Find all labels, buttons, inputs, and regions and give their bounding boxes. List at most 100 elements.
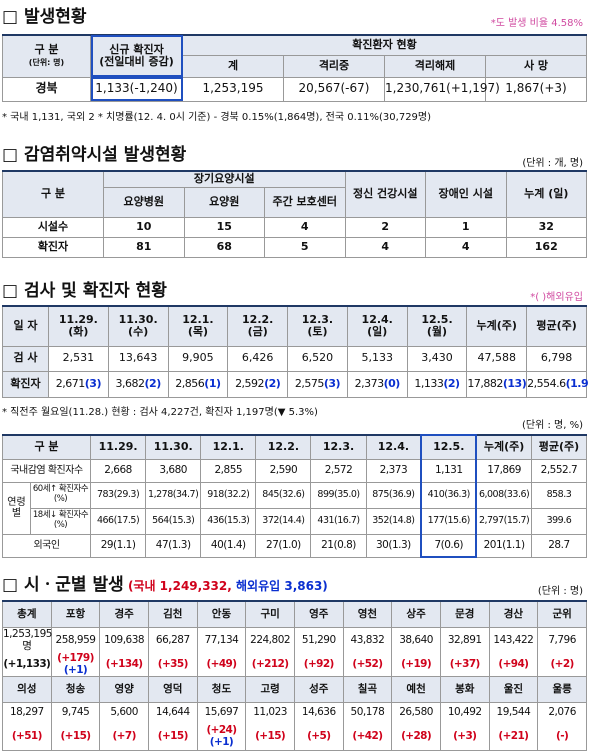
text: (+19) bbox=[401, 657, 432, 670]
text: *도 발생 비율 4.58% bbox=[490, 18, 583, 29]
table-cell: 1,253,195 bbox=[182, 76, 284, 102]
table-row: 확진자 81 68 5 4 4 162 bbox=[2, 236, 587, 258]
table-cell: 15 bbox=[183, 216, 265, 238]
header-cell: 영주 bbox=[293, 600, 344, 628]
incidence-block: 구 분 (단위: 명) 신규 확진자 (전일대비 증감) 확진환자 현황 계 격리중 격… bbox=[2, 34, 587, 123]
text: (+51) bbox=[11, 729, 43, 742]
table-cell: 18세↓ 확진자수(%) bbox=[29, 507, 92, 535]
table-row: 18,297 9,745 5,600 14,644 15,697 11,023 14,636… bbox=[2, 701, 587, 723]
text: (+24) bbox=[206, 723, 237, 736]
table-cell: 899(35.0) bbox=[310, 481, 367, 509]
table-cell: 3,682(2) bbox=[107, 370, 169, 398]
block: * 국내 1,131, 국외 2 * 치명률(12. 4. 0시 기준) - 경… bbox=[2, 111, 432, 123]
table-cell: 5,133 bbox=[346, 345, 408, 372]
block: □ 시ㆍ군별 발생 (국내 1,249,332, 해외유입 3,863) (단위… bbox=[2, 570, 587, 597]
table-row: 연령별 60세↑ 확진자수(%) 783(29.3) 1,278(34.7) 918(3… bbox=[2, 481, 588, 535]
text: (13) bbox=[502, 376, 527, 390]
text: 11.29. bbox=[58, 312, 98, 326]
text: (+2) bbox=[550, 657, 574, 670]
table-cell: 2,856(1) bbox=[167, 370, 229, 398]
table-row: 확진자 2,671(3) 3,682(2) 2,856(1) 2,592(2) 2,575… bbox=[2, 370, 589, 398]
header-cell: 청도 bbox=[196, 675, 247, 703]
table-cell: 410(36.3) bbox=[420, 481, 478, 509]
header-cell: 주간 보호센터 bbox=[264, 186, 346, 218]
table-cell: 918(32.2) bbox=[200, 481, 257, 509]
header-cell: 12.5. (월) bbox=[406, 305, 468, 347]
table-cell: 30(1.3) bbox=[365, 533, 422, 558]
table-body: 구 분 11.29. 11.30. 12.1. 12.2. 12.3. 12.4. 12.5.… bbox=[1, 434, 588, 558]
table-cell: 17,882(13) bbox=[466, 370, 528, 398]
text: (월) bbox=[426, 325, 448, 339]
header-cell: 누계(주) bbox=[466, 305, 528, 347]
section-header: □ 발생현황 *도 발생 비율 4.58% bbox=[2, 2, 587, 29]
table-body: 구 분 장기요양시설 정신 건강시설 장애인 시설 누계 (일) 요양병원 요양원 주간 … bbox=[2, 170, 587, 218]
table-cell: 40(1.4) bbox=[200, 533, 257, 558]
table-cell: 201(1.1) bbox=[475, 533, 532, 558]
text: (3) bbox=[323, 376, 341, 390]
table-cell: 국내감염 확진자수 bbox=[1, 458, 92, 483]
table-cell: 224,802 bbox=[245, 626, 295, 652]
text: (+7) bbox=[112, 729, 136, 742]
block: 총계 포항 경주 김천 안동 구미 영주 영천 상주 문경 경산 군위 1,253,195명 258,95… bbox=[2, 600, 587, 751]
table-cell: 77,134 bbox=[196, 626, 247, 652]
table-cell: 2,592(2) bbox=[227, 370, 289, 398]
header-cell: 12.3. bbox=[310, 434, 367, 460]
table-cell: 50,178 bbox=[342, 701, 393, 723]
table-row: 구 분 장기요양시설 정신 건강시설 장애인 시설 누계 (일) bbox=[2, 170, 587, 218]
table-cell: 2,855 bbox=[200, 458, 257, 483]
table-cell: 19,544 bbox=[488, 701, 539, 723]
header-cell: 평균(주) bbox=[530, 434, 588, 460]
text: (+52) bbox=[352, 657, 383, 670]
table-cell: (+21) bbox=[488, 722, 539, 751]
table-cell: 431(16.7) bbox=[310, 507, 367, 535]
text: (국내 1,249,332, 해외유입 3,863) bbox=[124, 579, 328, 593]
header-cell: 구미 bbox=[245, 600, 295, 628]
text: (3) bbox=[84, 376, 102, 390]
table-cell: 1,278(34.7) bbox=[145, 481, 202, 509]
header-cell: 사 망 bbox=[485, 54, 587, 78]
table-cell: 564(15.3) bbox=[145, 507, 202, 535]
text: (2) bbox=[443, 376, 460, 390]
table-cell: 372(14.4) bbox=[255, 507, 312, 535]
table-cell: 7,796 bbox=[537, 626, 587, 652]
table-cell: 26,580 bbox=[391, 701, 441, 723]
text: (+35) bbox=[157, 657, 189, 670]
table-row: 국내감염 확진자수 2,668 3,680 2,855 2,590 2,572 2,373 1… bbox=[1, 458, 588, 483]
table-cell: 28.7 bbox=[530, 533, 588, 558]
block: □ 검사 및 확진자 현황 *( )해외유입 bbox=[2, 276, 587, 303]
table-cell: 15,697 bbox=[196, 701, 247, 723]
table-row: (+51) (+15) (+7) (+15) (+24)(+1) (+15) (+5) (+4… bbox=[2, 722, 587, 751]
table-cell: (+2) bbox=[537, 651, 587, 677]
header-cell: 누계 (일) bbox=[505, 170, 587, 218]
table-cell: 6,008(33.6) bbox=[475, 481, 532, 509]
table-cell: (+15) bbox=[147, 722, 198, 751]
table-cell: 2,531 bbox=[48, 345, 109, 372]
table-cell: 2,373 bbox=[365, 458, 422, 483]
block: □ 감염취약시설 발생현황 (단위 : 개, 명) bbox=[2, 140, 587, 169]
text: (+212) bbox=[251, 657, 289, 670]
table-cell: 6,520 bbox=[287, 345, 348, 372]
header-cell: 고령 bbox=[245, 675, 295, 703]
block: * 직전주 월요일(11.28.) 현황 : 검사 4,227건, 확진자 1,… bbox=[2, 406, 318, 418]
table: 구 분 11.29. 11.30. 12.1. 12.2. 12.3. 12.4. 12.5.… bbox=[1, 434, 588, 558]
text: (금) bbox=[247, 325, 268, 339]
header-cell: 상주 bbox=[391, 600, 441, 628]
text: 12.5. bbox=[421, 312, 453, 326]
header-cell: 구 분 bbox=[2, 170, 104, 218]
table-cell: 확진자 bbox=[2, 236, 104, 258]
text: 12.4. bbox=[361, 312, 393, 326]
header-cell: 문경 bbox=[439, 600, 490, 628]
table-body: 시설수 10 15 4 2 1 32 확진자 81 68 5 4 4 162 bbox=[2, 216, 587, 258]
table-cell: 1,867(+3) bbox=[485, 76, 587, 102]
text: (+1,133) bbox=[3, 657, 51, 670]
text: 3,682 bbox=[115, 376, 146, 390]
text: 구 분 bbox=[34, 42, 59, 56]
header-cell: 성주 bbox=[293, 675, 344, 703]
table-cell: (+94) bbox=[488, 651, 539, 677]
table-row: 총계 포항 경주 김천 안동 구미 영주 영천 상주 문경 경산 군위 bbox=[2, 600, 587, 628]
table-cell: 6,798 bbox=[526, 345, 587, 372]
text: (+134) bbox=[105, 657, 143, 670]
header-cell: 장기요양시설 bbox=[103, 170, 346, 188]
block: 구 분 11.29. 11.30. 12.1. 12.2. 12.3. 12.4. 12.5.… bbox=[1, 434, 588, 558]
table-cell: 14,636 bbox=[293, 701, 344, 723]
